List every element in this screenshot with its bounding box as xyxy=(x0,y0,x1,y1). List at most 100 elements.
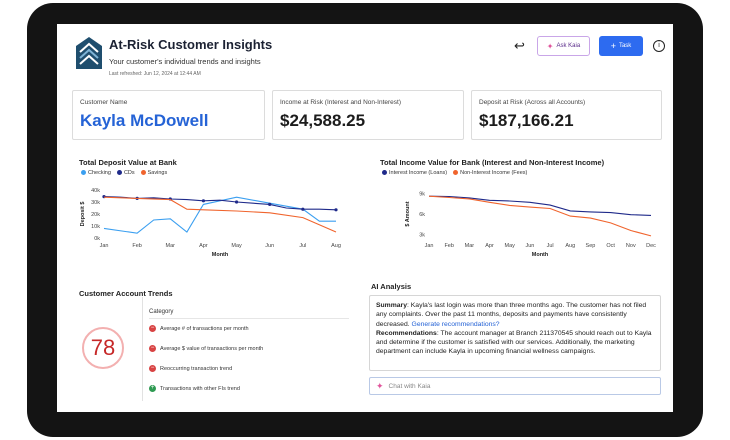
legend-cds: CDs xyxy=(116,170,135,176)
deposit-at-risk-label: Deposit at Risk (Across all Accounts) xyxy=(479,99,586,106)
category-header-rule xyxy=(149,318,349,319)
x-tick-label: Aug xyxy=(565,243,575,249)
y-tick-label: 30k xyxy=(91,200,100,206)
y-tick-label: 10k xyxy=(91,224,100,230)
plus-icon: + xyxy=(610,41,616,51)
y-axis-label: Deposit $ xyxy=(80,202,86,227)
sparkle-icon: ✦ xyxy=(376,380,384,391)
legend-cds-label: CDs xyxy=(123,170,135,176)
income-chart-title: Total Income Value for Bank (Interest an… xyxy=(380,158,605,167)
ask-kaia-button[interactable]: ✦ Ask Kaia xyxy=(537,36,590,56)
recommendations-label: Recommendations xyxy=(376,329,437,337)
x-tick-label: Dec xyxy=(646,243,656,249)
chat-input[interactable]: ✦ Chat with Kaia xyxy=(369,377,661,395)
income-at-risk-card: Income at Risk (Interest and Non-Interes… xyxy=(272,90,464,140)
y-tick-label: 20k xyxy=(91,212,100,218)
chat-placeholder: Chat with Kaia xyxy=(388,382,431,390)
minus-circle-icon: − xyxy=(149,325,156,332)
series-line-savings xyxy=(103,196,337,233)
account-trends-title: Customer Account Trends xyxy=(79,289,173,298)
y-tick-label: 40k xyxy=(91,188,100,194)
sparkle-icon: ✦ xyxy=(546,41,554,51)
income-chart-legend: Interest Income (Loans) Non-Interest Inc… xyxy=(382,170,527,176)
generate-recommendations-link[interactable]: Generate recommendations? xyxy=(411,320,500,328)
x-tick-label: Jul xyxy=(299,243,306,249)
y-tick-label: 9k xyxy=(419,191,425,197)
y-tick-label: 3k xyxy=(419,233,425,239)
x-tick-label: Sep xyxy=(586,243,596,249)
minus-circle-icon: − xyxy=(149,365,156,372)
deposit-at-risk-card: Deposit at Risk (Across all Accounts) $1… xyxy=(471,90,662,140)
minus-circle-icon: − xyxy=(149,345,156,352)
y-axis-label: $ Amount xyxy=(405,201,411,226)
series-line-non-interest-income-fees- xyxy=(428,195,652,237)
recommendations-text: : The account manager at Branch 21137054… xyxy=(376,329,652,356)
y-tick-label: 6k xyxy=(419,212,425,218)
ask-kaia-label: Ask Kaia xyxy=(556,43,581,49)
x-tick-label: Mar xyxy=(465,243,475,249)
x-axis-label: Month xyxy=(532,252,549,258)
trend-label: Average # of transactions per month xyxy=(160,325,249,332)
undo-icon[interactable]: ↩ xyxy=(514,38,525,53)
legend-interest-income: Interest Income (Loans) xyxy=(382,170,447,176)
x-tick-label: Aug xyxy=(331,243,341,249)
series-line-checking xyxy=(103,196,336,234)
income-at-risk-value: $24,588.25 xyxy=(280,111,366,130)
data-point xyxy=(268,202,272,206)
bank-logo xyxy=(76,37,102,69)
app-screen: At-Risk Customer Insights Your customer'… xyxy=(57,24,673,412)
x-tick-label: Jul xyxy=(547,243,554,249)
x-tick-label: Feb xyxy=(444,243,453,249)
x-tick-label: Jan xyxy=(425,243,434,249)
info-icon[interactable]: i xyxy=(653,40,665,52)
legend-non-interest-income: Non-Interest Income (Fees) xyxy=(453,170,527,176)
y-tick-label: 0k xyxy=(94,236,100,242)
data-point xyxy=(301,207,305,211)
customer-name-value: Kayla McDowell xyxy=(80,111,209,130)
deposit-chart-legend: Checking CDs Savings xyxy=(81,170,167,176)
x-tick-label: Jun xyxy=(525,243,534,249)
trend-label: Reoccurring transaction trend xyxy=(160,365,233,372)
data-point xyxy=(334,208,338,212)
x-tick-label: May xyxy=(231,243,242,249)
x-axis-label: Month xyxy=(212,252,229,258)
data-point xyxy=(234,200,239,204)
page-title: At-Risk Customer Insights xyxy=(109,37,273,52)
legend-savings: Savings xyxy=(140,170,168,176)
x-tick-label: Jan xyxy=(100,243,109,249)
task-label: Task xyxy=(618,43,632,49)
x-tick-label: Mar xyxy=(166,243,176,249)
page-subtitle: Your customer's individual trends and in… xyxy=(109,57,261,66)
trend-row: − Reoccurring transaction trend xyxy=(149,365,232,372)
summary-label: Summary xyxy=(376,302,407,309)
add-task-button[interactable]: + Task xyxy=(599,36,643,56)
legend-non-interest-label: Non-Interest Income (Fees) xyxy=(460,170,528,176)
data-point xyxy=(201,199,206,203)
x-tick-label: Jun xyxy=(265,243,274,249)
trend-label: Transactions with other FIs trend xyxy=(160,385,240,392)
trends-divider xyxy=(142,297,143,401)
summary-text: : Kayla's last login was more than three… xyxy=(376,302,647,328)
customer-name-label: Customer Name xyxy=(80,99,128,106)
ai-analysis-title: AI Analysis xyxy=(371,282,412,291)
risk-score: 78 xyxy=(82,327,124,369)
series-line-interest-income-loans- xyxy=(428,195,652,216)
legend-savings-label: Savings xyxy=(147,170,168,176)
trend-row: + Transactions with other FIs trend xyxy=(149,385,240,392)
x-tick-label: Apr xyxy=(485,243,494,249)
income-at-risk-label: Income at Risk (Interest and Non-Interes… xyxy=(280,99,402,106)
ai-analysis-box: Summary: Kayla's last login was more tha… xyxy=(369,295,661,371)
x-tick-label: Feb xyxy=(132,243,141,249)
customer-name-card: Customer Name Kayla McDowell xyxy=(72,90,265,140)
deposit-chart-title: Total Deposit Value at Bank xyxy=(79,158,177,167)
legend-checking: Checking xyxy=(81,170,111,176)
trend-row: − Average $ value of transactions per mon… xyxy=(149,345,263,352)
x-tick-label: Apr xyxy=(199,243,208,249)
trend-row: − Average # of transactions per month xyxy=(149,325,249,332)
category-header: Category xyxy=(149,309,174,315)
x-tick-label: May xyxy=(505,243,516,249)
x-tick-label: Oct xyxy=(606,243,615,249)
legend-checking-label: Checking xyxy=(88,170,111,176)
